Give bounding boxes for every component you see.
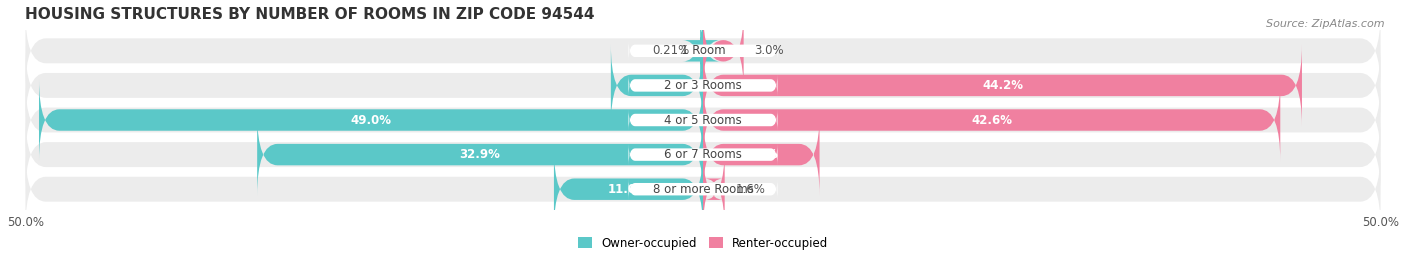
Text: HOUSING STRUCTURES BY NUMBER OF ROOMS IN ZIP CODE 94544: HOUSING STRUCTURES BY NUMBER OF ROOMS IN… (25, 7, 595, 22)
Text: 49.0%: 49.0% (350, 114, 391, 126)
Text: 2 or 3 Rooms: 2 or 3 Rooms (664, 79, 742, 92)
FancyBboxPatch shape (628, 109, 778, 131)
FancyBboxPatch shape (257, 114, 703, 196)
FancyBboxPatch shape (683, 10, 720, 92)
Text: 8 or more Rooms: 8 or more Rooms (652, 183, 754, 196)
FancyBboxPatch shape (628, 144, 778, 166)
FancyBboxPatch shape (628, 74, 778, 97)
Text: 1 Room: 1 Room (681, 44, 725, 57)
FancyBboxPatch shape (703, 10, 744, 92)
Text: 0.21%: 0.21% (652, 44, 689, 57)
Text: 4 or 5 Rooms: 4 or 5 Rooms (664, 114, 742, 126)
FancyBboxPatch shape (703, 44, 1302, 127)
Text: 32.9%: 32.9% (460, 148, 501, 161)
FancyBboxPatch shape (25, 81, 1381, 160)
FancyBboxPatch shape (39, 79, 703, 161)
Text: 1.6%: 1.6% (735, 183, 765, 196)
Text: 6 or 7 Rooms: 6 or 7 Rooms (664, 148, 742, 161)
FancyBboxPatch shape (25, 46, 1381, 125)
FancyBboxPatch shape (628, 178, 778, 200)
Legend: Owner-occupied, Renter-occupied: Owner-occupied, Renter-occupied (572, 232, 834, 254)
FancyBboxPatch shape (25, 11, 1381, 90)
Text: 42.6%: 42.6% (972, 114, 1012, 126)
FancyBboxPatch shape (610, 44, 703, 127)
FancyBboxPatch shape (703, 79, 1281, 161)
Text: Source: ZipAtlas.com: Source: ZipAtlas.com (1267, 19, 1385, 29)
Text: 6.8%: 6.8% (641, 79, 673, 92)
Text: 8.6%: 8.6% (745, 148, 778, 161)
FancyBboxPatch shape (25, 115, 1381, 194)
FancyBboxPatch shape (628, 40, 778, 62)
Text: 3.0%: 3.0% (755, 44, 785, 57)
Text: 11.0%: 11.0% (607, 183, 648, 196)
FancyBboxPatch shape (25, 150, 1381, 229)
FancyBboxPatch shape (554, 148, 703, 230)
FancyBboxPatch shape (703, 148, 724, 230)
Text: 44.2%: 44.2% (981, 79, 1024, 92)
FancyBboxPatch shape (703, 114, 820, 196)
